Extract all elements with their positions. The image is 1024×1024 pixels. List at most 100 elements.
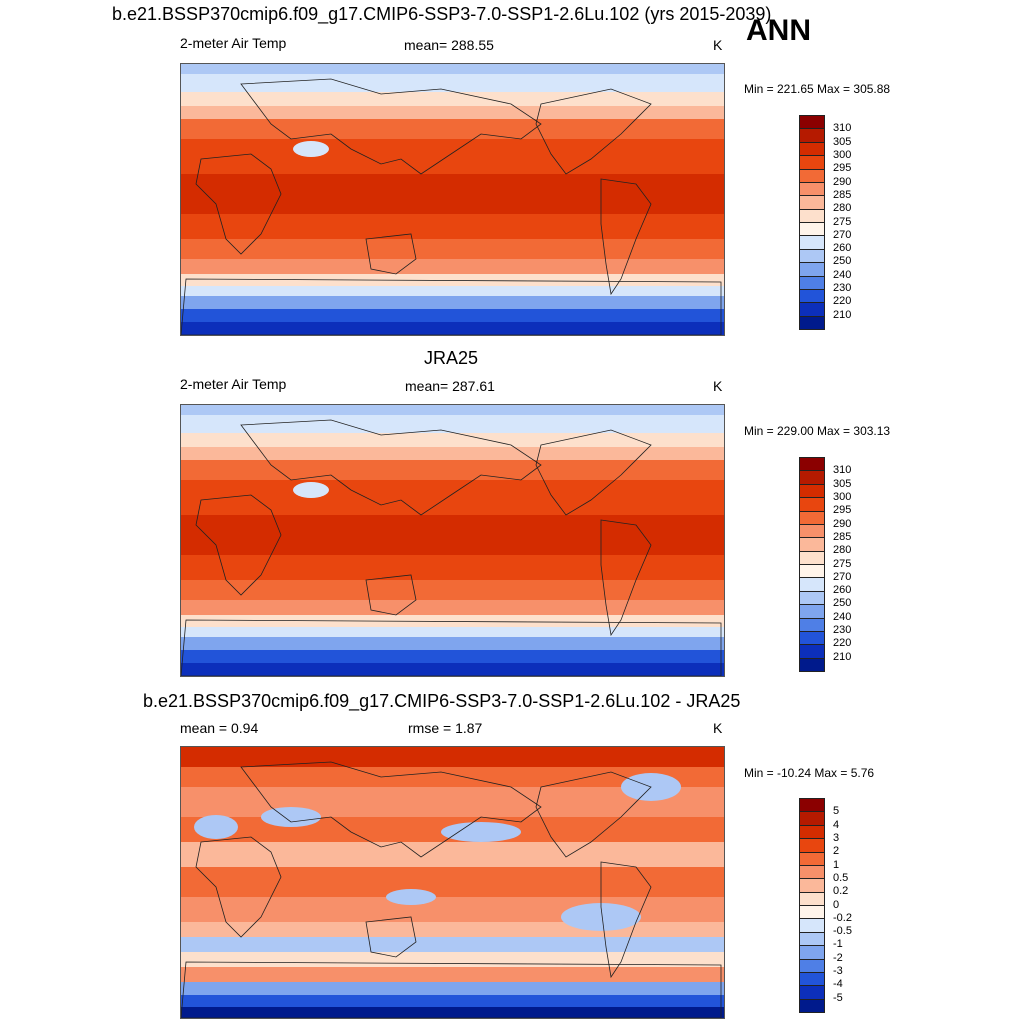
colorbar-tick-label: -3 [833, 965, 843, 978]
temperature-band [181, 937, 724, 952]
coastline [600, 519, 652, 637]
coastline [600, 178, 652, 296]
colorbar-swatch [800, 972, 824, 987]
colorbar-swatch [800, 458, 824, 472]
colorbar-tick-label: 305 [833, 477, 852, 490]
colorbar-swatch [800, 906, 824, 920]
colorbar-swatch [800, 946, 824, 960]
temperature-band [181, 119, 724, 139]
temperature-band [181, 650, 724, 663]
colorbar-swatch [800, 879, 824, 893]
temperature-band [181, 995, 724, 1007]
colorbar-tick-label: 270 [833, 570, 852, 583]
panel2-variable: 2-meter Air Temp [180, 376, 287, 392]
temperature-band [181, 309, 724, 322]
colorbar-swatch [800, 578, 824, 592]
colorbar-swatch [800, 484, 824, 499]
colorbar-swatch [800, 618, 824, 632]
temperature-band [181, 615, 724, 627]
colorbar-swatch [800, 799, 824, 813]
colorbar-swatch [800, 631, 824, 646]
temperature-band [181, 842, 724, 867]
panel3-map [180, 746, 725, 1019]
colorbar-swatch [800, 303, 824, 317]
colorbar-tick-label: 275 [833, 557, 852, 570]
temperature-band [181, 952, 724, 967]
colorbar-tick-label: 290 [833, 175, 852, 188]
temperature-band [181, 92, 724, 106]
temperature-band [181, 214, 724, 239]
colorbar-tick-label: 230 [833, 624, 852, 637]
anomaly-patch [561, 903, 641, 931]
colorbar-swatch [800, 209, 824, 223]
colorbar-tick-label: -5 [833, 991, 843, 1004]
panel2-map [180, 404, 725, 677]
colorbar-swatch [800, 865, 824, 880]
tibet-cold-patch [293, 141, 329, 157]
temperature-band [181, 580, 724, 600]
colorbar-tick-label: 5 [833, 805, 840, 818]
colorbar-tick-label: 260 [833, 242, 852, 255]
colorbar-swatch [800, 142, 824, 157]
colorbar-swatch [800, 263, 824, 277]
colorbar-tick-label: 230 [833, 282, 852, 295]
colorbar-tick-label: 305 [833, 135, 852, 148]
panel1-minmax: Min = 221.65 Max = 305.88 [744, 82, 891, 96]
temperature-band [181, 274, 724, 286]
colorbar-tick-label: 290 [833, 517, 852, 530]
colorbar-tick-label: 220 [833, 637, 852, 650]
temperature-band [181, 174, 724, 214]
tibet-cold-patch [293, 482, 329, 498]
colorbar-tick-label: 210 [833, 650, 852, 663]
colorbar-swatch [800, 169, 824, 183]
panel2-mean: mean= 287.61 [405, 378, 495, 394]
temperature-band [181, 747, 724, 767]
panel2-map-svg [181, 405, 724, 676]
colorbar-swatch [800, 658, 824, 671]
panel2-colorbar [799, 457, 825, 672]
colorbar-tick-label: 240 [833, 610, 852, 623]
colorbar-swatch [800, 223, 824, 237]
colorbar-swatch [800, 129, 824, 143]
coastline [181, 619, 722, 676]
colorbar-tick-label: 280 [833, 202, 852, 215]
coastline [195, 836, 282, 938]
coastline [535, 429, 652, 516]
panel3-colorbar [799, 798, 825, 1013]
temperature-band [181, 460, 724, 480]
temperature-band [181, 663, 724, 676]
colorbar-swatch [800, 605, 824, 619]
temperature-band [181, 897, 724, 922]
coastline [600, 861, 652, 979]
temperature-band [181, 296, 724, 309]
panel2-minmax: Min = 229.00 Max = 303.13 [744, 424, 891, 438]
temperature-band [181, 74, 724, 92]
anomaly-patch [441, 822, 521, 842]
colorbar-tick-label: 210 [833, 308, 852, 321]
temperature-band [181, 405, 724, 415]
colorbar-tick-label: -0.5 [833, 925, 852, 938]
colorbar-tick-label: 310 [833, 464, 852, 477]
colorbar-tick-label: 250 [833, 255, 852, 268]
temperature-band [181, 106, 724, 119]
coastline [195, 153, 282, 255]
colorbar-tick-label: 240 [833, 268, 852, 281]
coastline [240, 78, 542, 175]
temperature-band [181, 600, 724, 615]
colorbar-tick-label: 0.2 [833, 885, 849, 898]
colorbar-swatch [800, 471, 824, 485]
temperature-band [181, 627, 724, 637]
coastline [535, 88, 652, 175]
colorbar-tick-label: 295 [833, 504, 852, 517]
anomaly-patch [261, 807, 321, 827]
anomaly-patch [194, 815, 238, 839]
colorbar-swatch [800, 999, 824, 1012]
colorbar-tick-label: -4 [833, 978, 843, 991]
colorbar-swatch [800, 852, 824, 866]
colorbar-tick-label: 275 [833, 215, 852, 228]
colorbar-tick-label: 0.5 [833, 871, 849, 884]
panel1-map-svg [181, 64, 724, 335]
panel1-colorbar [799, 115, 825, 330]
temperature-band [181, 767, 724, 787]
panel3-units: K [713, 720, 723, 736]
